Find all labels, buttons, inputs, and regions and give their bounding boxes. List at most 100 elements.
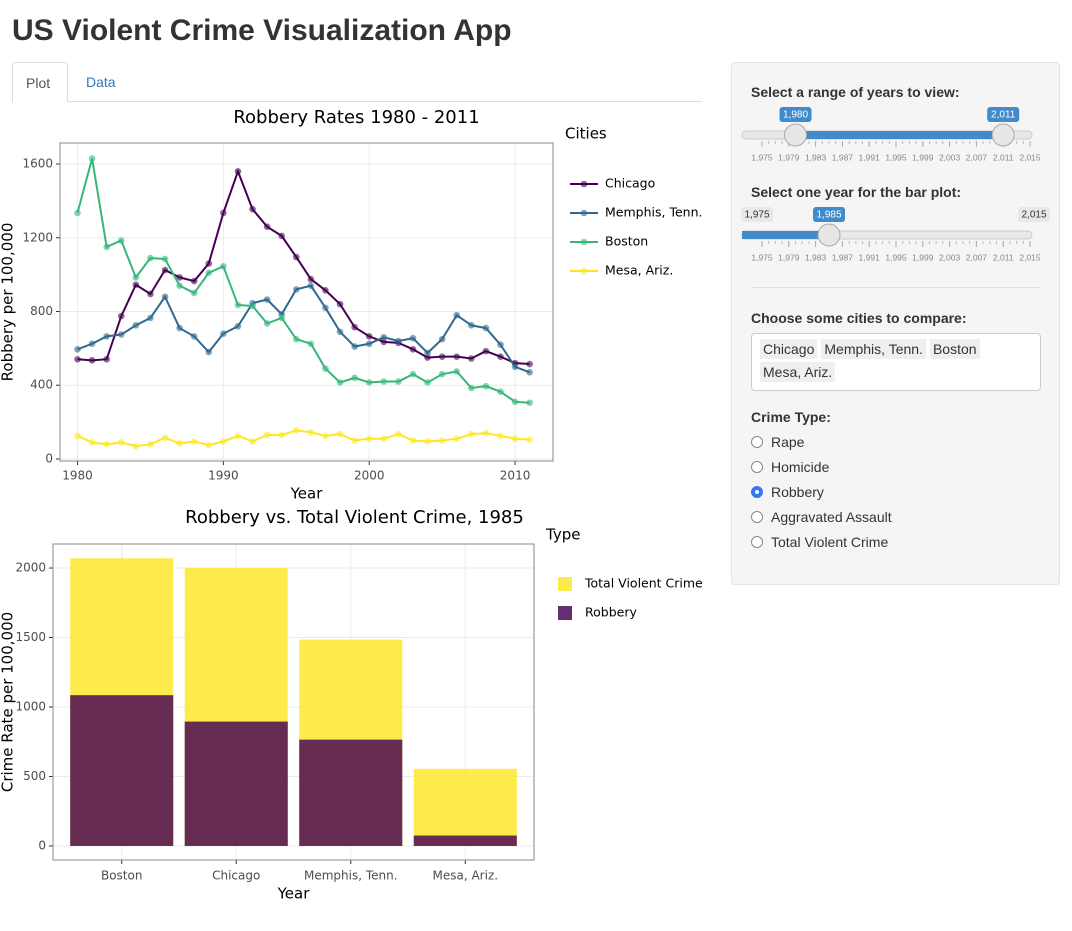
data-point: [307, 275, 315, 283]
slider-tick-label: 2,015: [1019, 252, 1041, 262]
x-axis-label: Year: [277, 885, 311, 903]
city-chip[interactable]: Chicago: [760, 339, 818, 359]
x-tick-label: 1980: [62, 469, 93, 483]
data-point: [453, 435, 461, 442]
legend-title: Type: [545, 526, 580, 544]
data-point: [322, 286, 329, 294]
tab[interactable]: Plot: [12, 62, 68, 102]
radio-option[interactable]: Robbery: [751, 484, 824, 500]
data-point: [190, 438, 198, 445]
data-point: [249, 438, 256, 445]
bar: [413, 835, 517, 846]
bar: [184, 721, 288, 846]
tab-divider: [12, 101, 702, 102]
data-point: [453, 353, 461, 360]
slider-tick-label: 1,979: [778, 252, 800, 262]
legend-swatch: [580, 180, 588, 188]
data-point: [424, 354, 431, 361]
data-point: [351, 323, 358, 331]
slider-badge-label: 2,011: [991, 110, 1016, 121]
slider-tick-label: 1,979: [778, 152, 800, 162]
divider: [751, 287, 1041, 288]
legend-label: Mesa, Ariz.: [605, 263, 673, 278]
data-point: [292, 427, 300, 434]
data-point: [117, 331, 125, 338]
slider-tick-label: 1,983: [805, 252, 827, 262]
radio-button[interactable]: [751, 486, 763, 498]
radio-option[interactable]: Rape: [751, 434, 804, 450]
data-point: [307, 340, 315, 348]
data-point: [234, 432, 242, 440]
slider-tick-label: 2,015: [1019, 152, 1041, 162]
legend-swatch: [558, 606, 572, 620]
radio-option[interactable]: Aggravated Assault: [751, 509, 892, 525]
plot-border: [59, 142, 554, 462]
city-chip[interactable]: Boston: [929, 339, 980, 359]
slider-handle[interactable]: [817, 223, 841, 247]
data-point: [132, 442, 140, 450]
data-point: [526, 360, 533, 368]
data-point: [336, 430, 344, 438]
city-select[interactable]: Chicago Memphis, Tenn. Boston Mesa, Ariz.: [751, 333, 1041, 391]
range-slider[interactable]: 1,975 1,979 1,983 1,987 1,991 1,995 1,999 2,003…: [741, 105, 1051, 167]
legend-title: Cities: [565, 125, 607, 143]
data-point: [161, 434, 169, 442]
radio-button[interactable]: [751, 461, 763, 473]
data-point: [263, 431, 271, 439]
city-chip[interactable]: Mesa, Ariz.: [760, 362, 836, 382]
slider-handle[interactable]: [784, 123, 807, 147]
data-point: [526, 399, 533, 407]
y-tick-label: 1600: [22, 157, 53, 171]
radio-option[interactable]: Homicide: [751, 459, 829, 475]
data-point: [365, 435, 373, 442]
data-point: [205, 260, 213, 267]
data-point: [468, 384, 475, 392]
data-point: [336, 300, 344, 308]
y-tick-label: 400: [30, 378, 53, 392]
year-slider[interactable]: 1,975 1,979 1,983 1,987 1,991 1,995 1,999 2,003…: [741, 205, 1051, 267]
slider-tick-label: 2,007: [966, 252, 988, 262]
data-point: [263, 296, 271, 303]
radio-option[interactable]: Total Violent Crime: [751, 534, 888, 550]
y-axis-label: Robbery per 100,000: [0, 223, 17, 382]
slider-handle[interactable]: [991, 123, 1015, 147]
data-point: [322, 365, 329, 372]
data-point: [511, 435, 519, 442]
data-point: [117, 439, 125, 446]
x-tick-label: Boston: [101, 869, 142, 883]
data-point: [453, 311, 461, 319]
data-point: [292, 286, 300, 293]
plot-border: [52, 543, 535, 861]
data-point: [132, 274, 140, 281]
data-point: [88, 439, 96, 446]
slider-tick-label: 2,003: [939, 152, 961, 162]
data-point: [424, 379, 431, 386]
radio-label: Total Violent Crime: [771, 534, 889, 550]
slider-fill: [742, 231, 829, 239]
data-point: [453, 368, 461, 375]
y-tick-label: 2000: [15, 561, 46, 575]
data-point: [482, 324, 490, 332]
radio-button[interactable]: [751, 436, 763, 448]
tab[interactable]: Data: [86, 74, 116, 90]
data-point: [395, 430, 402, 438]
data-point: [409, 437, 417, 444]
data-point: [468, 355, 475, 362]
legend-label: Boston: [605, 234, 648, 249]
data-point: [249, 302, 256, 310]
radio-button[interactable]: [751, 511, 763, 523]
radio-button[interactable]: [751, 536, 763, 548]
bar: [299, 739, 403, 846]
city-chip[interactable]: Memphis, Tenn.: [821, 339, 926, 359]
data-point: [307, 428, 315, 436]
data-point: [147, 314, 154, 322]
data-point: [438, 370, 446, 378]
data-point: [380, 338, 388, 346]
y-tick-label: 0: [38, 838, 46, 852]
slider-badge: [779, 107, 812, 122]
data-point: [365, 379, 373, 386]
data-point: [380, 378, 388, 385]
data-point: [220, 263, 227, 270]
slider-badge-label: 1,980: [783, 110, 808, 121]
